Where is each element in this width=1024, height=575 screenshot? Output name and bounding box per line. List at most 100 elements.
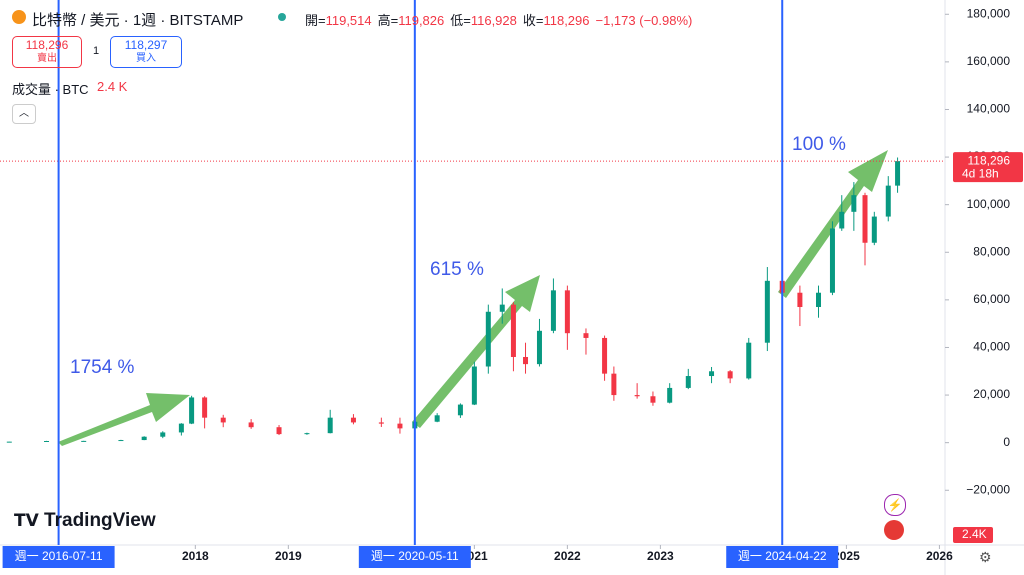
volume-value: 2.4 K [97, 79, 128, 94]
arrow [58, 393, 190, 446]
candle-body [829, 228, 835, 293]
candle-body [797, 292, 803, 308]
arrows [58, 150, 888, 446]
ohlc-label: 開= [305, 13, 326, 28]
date-marker-tag [726, 546, 839, 568]
candle-body [304, 433, 310, 435]
candle-body [862, 195, 868, 243]
date-marker-label: 週一 2024-04-22 [738, 549, 827, 563]
buy-label: 買入 [136, 53, 156, 64]
sell-label: 賣出 [37, 53, 57, 64]
status-dot [278, 13, 286, 21]
candle-body [871, 216, 877, 243]
candle-body [523, 356, 529, 365]
candle-body [895, 161, 901, 186]
ohlc-value: 119,514 [325, 13, 372, 28]
arrow [778, 150, 888, 298]
annotation: 100 % [792, 134, 846, 155]
candle-body [667, 387, 673, 403]
candle-body [816, 292, 822, 308]
price-countdown: 4d 18h [962, 166, 999, 180]
candle-body [178, 423, 184, 433]
event-icon[interactable]: ⚡ [884, 494, 906, 516]
candle-body [550, 290, 556, 331]
arrow [412, 275, 540, 428]
candle-body [202, 397, 208, 418]
candle-body [378, 422, 384, 424]
y-tick-label: 40,000 [973, 340, 1010, 354]
volume-tag-label: 2.4K [962, 527, 987, 541]
date-marker-label: 週一 2016-07-11 [15, 549, 103, 563]
ohlc-value: 118,296 [543, 13, 590, 28]
candle-body [471, 366, 477, 405]
candle-body [709, 371, 715, 377]
ohlc-label: 低= [450, 13, 471, 28]
candle-body [44, 440, 50, 442]
y-tick-label: 20,000 [973, 387, 1010, 401]
annotation: 615 % [430, 259, 484, 280]
ohlc: 開=119,514 高=119,826 低=116,928 收=118,296 −1,1… [305, 10, 692, 29]
sell-price: 118,296 [25, 38, 69, 52]
candle-body [602, 337, 608, 374]
candle-body [634, 395, 640, 397]
x-tick-label: 2023 [647, 549, 674, 563]
candle-body [6, 441, 12, 443]
candle-body [189, 397, 195, 424]
candle-body [685, 376, 691, 388]
candle-body [118, 440, 124, 442]
y-tick-label: 180,000 [967, 6, 1011, 20]
sell-button[interactable]: 118,296 賣出 [12, 36, 82, 68]
candle-body [885, 185, 891, 217]
candle-body [536, 330, 542, 365]
x-tick-label: 2025 [833, 549, 860, 563]
buy-price: 118,297 [124, 38, 168, 52]
candle-body [81, 440, 87, 442]
y-tick-label: 80,000 [973, 244, 1010, 258]
x-tick-label: 2019 [275, 549, 302, 563]
date-marker-label: 週一 2020-05-11 [371, 549, 459, 563]
y-tick-label: −20,000 [966, 482, 1010, 496]
candle-body [650, 396, 656, 403]
candle-body [248, 422, 254, 428]
candle-body [276, 427, 282, 435]
spread: 1 [93, 45, 100, 57]
candle-body [485, 311, 491, 367]
candle-body [220, 417, 226, 423]
x-tick-label: 2018 [182, 549, 209, 563]
candle-body [851, 195, 857, 212]
annotation: 1754 % [70, 357, 135, 378]
coin-icon [12, 10, 26, 24]
y-tick-label: 0 [1003, 435, 1010, 449]
candle-body [141, 436, 147, 441]
candle-body [727, 371, 733, 379]
date-marker-tag [2, 546, 115, 568]
y-tick-label: 160,000 [967, 54, 1011, 68]
settings-icon[interactable]: ⚙ [979, 549, 992, 565]
candle-body [583, 333, 589, 338]
y-tick-label: 100,000 [967, 197, 1011, 211]
ohlc-label: 高= [377, 13, 399, 28]
logo: 𝗧𝗩 TradingView [14, 510, 156, 531]
volume-tag [953, 527, 993, 543]
candle-body [350, 417, 356, 423]
price-tag-label: 118,296 [968, 153, 1011, 167]
logo-text: TradingView [44, 510, 156, 531]
candle-body [397, 423, 403, 429]
ohlc-value: 119,826 [398, 13, 445, 28]
candle-body [327, 417, 333, 434]
candles [6, 157, 901, 443]
collapse-button[interactable]: ︿ [12, 104, 36, 124]
ohlc-change: −1,173 (−0.98%) [595, 13, 693, 28]
price-tag [953, 152, 1023, 183]
symbol-title: 比特幣 / 美元 · 1週 · BITSTAMP [32, 12, 244, 29]
flag-icon[interactable] [884, 520, 904, 540]
date-marker-tag [358, 546, 471, 568]
candle-body [434, 415, 440, 422]
ohlc-value: 116,928 [470, 13, 517, 28]
buy-button[interactable]: 118,297 買入 [110, 36, 182, 68]
candle-body [457, 404, 463, 416]
x-tick-label: 2022 [554, 549, 581, 563]
candle-body [839, 211, 845, 229]
candle-body [499, 304, 505, 312]
